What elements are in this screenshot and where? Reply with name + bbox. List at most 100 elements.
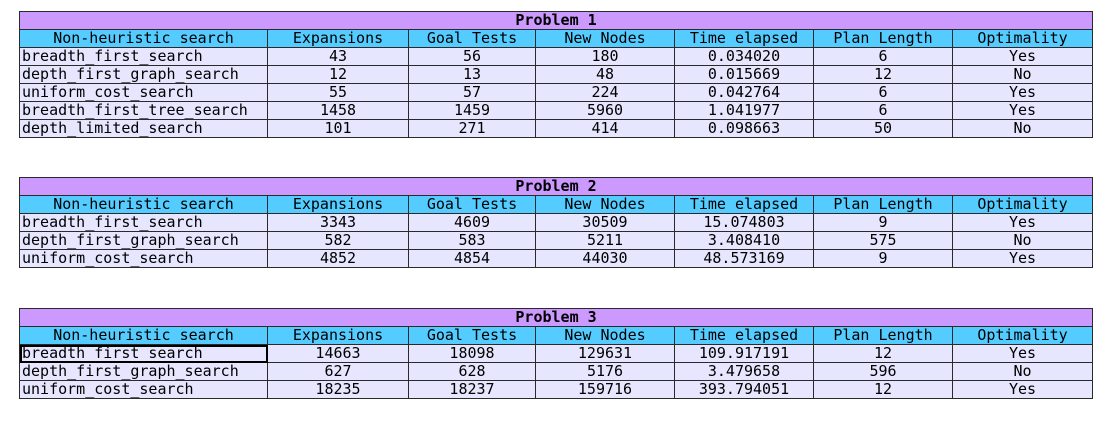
- cell[interactable]: 43: [267, 47, 409, 66]
- cell[interactable]: 3343: [267, 213, 409, 232]
- cell[interactable]: uniform_cost_search: [19, 249, 268, 268]
- cell[interactable]: 0.042764: [674, 83, 814, 102]
- cell[interactable]: 56: [408, 47, 536, 66]
- cell[interactable]: 5211: [535, 231, 675, 250]
- header-cell[interactable]: Goal Tests: [408, 326, 536, 345]
- cell[interactable]: 1459: [408, 101, 536, 120]
- header-cell[interactable]: Non-heuristic search: [19, 29, 268, 48]
- header-cell[interactable]: Plan Length: [813, 195, 953, 214]
- cell[interactable]: 50: [813, 119, 953, 138]
- cell[interactable]: 18237: [408, 380, 536, 399]
- cell[interactable]: No: [951, 65, 1094, 84]
- cell[interactable]: uniform_cost_search: [19, 380, 268, 399]
- cell[interactable]: 109.917191: [674, 344, 814, 363]
- cell[interactable]: 30509: [535, 213, 675, 232]
- cell[interactable]: 4852: [267, 249, 409, 268]
- cell[interactable]: depth_first_graph_search: [19, 231, 268, 250]
- cell[interactable]: 0.098663: [674, 119, 814, 138]
- cell[interactable]: depth_limited_search: [19, 119, 268, 138]
- header-cell[interactable]: Expansions: [267, 29, 409, 48]
- cell[interactable]: 12: [813, 380, 953, 399]
- cell[interactable]: 628: [408, 362, 536, 381]
- header-cell[interactable]: Optimality: [951, 195, 1094, 214]
- header-cell[interactable]: Time elapsed: [674, 195, 814, 214]
- cell[interactable]: 48.573169: [674, 249, 814, 268]
- cell[interactable]: 4854: [408, 249, 536, 268]
- header-cell[interactable]: Goal Tests: [408, 195, 536, 214]
- header-cell[interactable]: Plan Length: [813, 326, 953, 345]
- cell[interactable]: 575: [813, 231, 953, 250]
- cell[interactable]: breadth_first_tree_search: [19, 101, 268, 120]
- header-cell[interactable]: New Nodes: [535, 195, 675, 214]
- cell[interactable]: 627: [267, 362, 409, 381]
- problem-title[interactable]: Problem 1: [18, 11, 1094, 30]
- problem-title[interactable]: Problem 2: [18, 177, 1094, 196]
- cell[interactable]: breadth_first_search: [19, 47, 268, 66]
- problem-title[interactable]: Problem 3: [18, 308, 1094, 327]
- cell[interactable]: 4609: [408, 213, 536, 232]
- cell[interactable]: No: [951, 362, 1094, 381]
- cell[interactable]: 18235: [267, 380, 409, 399]
- cell[interactable]: No: [951, 119, 1094, 138]
- cell[interactable]: 271: [408, 119, 536, 138]
- header-cell[interactable]: New Nodes: [535, 29, 675, 48]
- cell[interactable]: 12: [813, 65, 953, 84]
- selected-cell[interactable]: breadth_first_search: [19, 344, 268, 363]
- cell[interactable]: 0.034020: [674, 47, 814, 66]
- cell[interactable]: 9: [813, 249, 953, 268]
- cell[interactable]: 393.794051: [674, 380, 814, 399]
- cell[interactable]: 57: [408, 83, 536, 102]
- cell[interactable]: 1.041977: [674, 101, 814, 120]
- cell[interactable]: No: [951, 231, 1094, 250]
- cell[interactable]: 44030: [535, 249, 675, 268]
- header-cell[interactable]: Time elapsed: [674, 29, 814, 48]
- cell[interactable]: Yes: [951, 47, 1094, 66]
- cell[interactable]: Yes: [951, 83, 1094, 102]
- cell[interactable]: 582: [267, 231, 409, 250]
- header-cell[interactable]: Non-heuristic search: [19, 326, 268, 345]
- cell[interactable]: 5176: [535, 362, 675, 381]
- cell[interactable]: 101: [267, 119, 409, 138]
- cell[interactable]: 9: [813, 213, 953, 232]
- cell[interactable]: depth_first_graph_search: [19, 65, 268, 84]
- cell[interactable]: 596: [813, 362, 953, 381]
- cell[interactable]: Yes: [951, 344, 1094, 363]
- header-cell[interactable]: Expansions: [267, 326, 409, 345]
- cell[interactable]: 180: [535, 47, 675, 66]
- cell[interactable]: 18098: [408, 344, 536, 363]
- cell[interactable]: 5960: [535, 101, 675, 120]
- cell[interactable]: 12: [813, 344, 953, 363]
- cell[interactable]: 583: [408, 231, 536, 250]
- cell[interactable]: 55: [267, 83, 409, 102]
- cell[interactable]: 414: [535, 119, 675, 138]
- header-cell[interactable]: Optimality: [951, 326, 1094, 345]
- header-cell[interactable]: Non-heuristic search: [19, 195, 268, 214]
- cell[interactable]: 48: [535, 65, 675, 84]
- header-cell[interactable]: Time elapsed: [674, 326, 814, 345]
- cell[interactable]: Yes: [951, 213, 1094, 232]
- cell[interactable]: 6: [813, 101, 953, 120]
- cell[interactable]: 129631: [535, 344, 675, 363]
- cell[interactable]: 6: [813, 83, 953, 102]
- header-cell[interactable]: Goal Tests: [408, 29, 536, 48]
- cell[interactable]: 1458: [267, 101, 409, 120]
- cell[interactable]: Yes: [951, 249, 1094, 268]
- cell[interactable]: 224: [535, 83, 675, 102]
- cell[interactable]: 3.408410: [674, 231, 814, 250]
- header-cell[interactable]: Optimality: [951, 29, 1094, 48]
- cell[interactable]: 14663: [267, 344, 409, 363]
- cell[interactable]: depth_first_graph_search: [19, 362, 268, 381]
- cell[interactable]: uniform_cost_search: [19, 83, 268, 102]
- cell[interactable]: 3.479658: [674, 362, 814, 381]
- header-cell[interactable]: Expansions: [267, 195, 409, 214]
- cell[interactable]: breadth_first_search: [19, 213, 268, 232]
- header-cell[interactable]: New Nodes: [535, 326, 675, 345]
- cell[interactable]: 0.015669: [674, 65, 814, 84]
- cell[interactable]: 159716: [535, 380, 675, 399]
- cell[interactable]: 6: [813, 47, 953, 66]
- cell[interactable]: Yes: [951, 380, 1094, 399]
- cell[interactable]: 15.074803: [674, 213, 814, 232]
- header-cell[interactable]: Plan Length: [813, 29, 953, 48]
- cell[interactable]: 13: [408, 65, 536, 84]
- cell[interactable]: Yes: [951, 101, 1094, 120]
